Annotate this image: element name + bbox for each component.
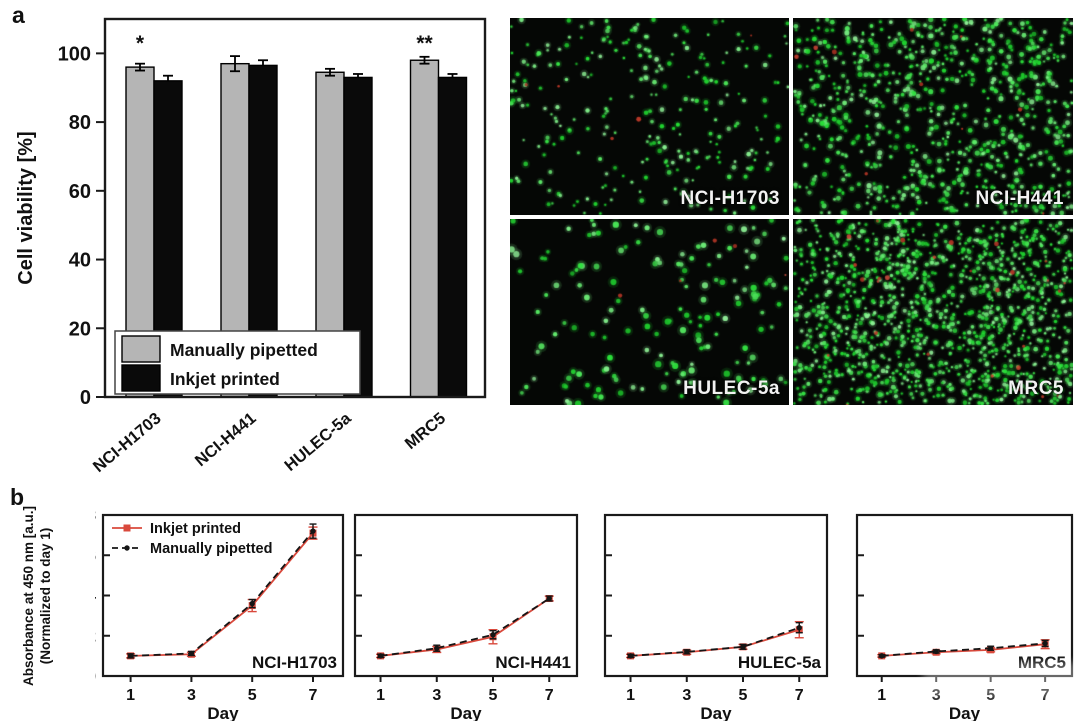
- svg-text:Day: Day: [450, 704, 482, 721]
- micrograph-label: HULEC-5a: [683, 378, 780, 399]
- svg-text:4: 4: [95, 588, 96, 605]
- micrograph-mrc5-image: [793, 219, 1073, 405]
- svg-text:0: 0: [95, 669, 96, 686]
- svg-text:6: 6: [95, 548, 96, 565]
- svg-text:7: 7: [1041, 687, 1050, 704]
- svg-text:7: 7: [545, 687, 554, 704]
- svg-text:5: 5: [248, 687, 257, 704]
- micrograph-nci-h441: NCI-H441: [793, 18, 1073, 215]
- svg-text:Day: Day: [700, 704, 732, 721]
- svg-text:8: 8: [95, 508, 96, 525]
- svg-text:Cell viability [%]: Cell viability [%]: [15, 131, 37, 284]
- micrograph-label: NCI-H441: [975, 188, 1064, 209]
- svg-text:Day: Day: [207, 704, 239, 721]
- svg-text:Manually pipetted: Manually pipetted: [170, 340, 318, 360]
- svg-text:1: 1: [126, 687, 135, 704]
- micrograph-label: NCI-H1703: [680, 188, 780, 209]
- svg-text:NCI-H441: NCI-H441: [495, 653, 571, 672]
- absorbance-axis-label: Absorbance at 450 nm [a.u.] (Normalized …: [20, 486, 56, 706]
- svg-text:5: 5: [489, 687, 498, 704]
- panel-b-label: b: [10, 484, 25, 510]
- svg-text:3: 3: [187, 687, 196, 704]
- svg-text:NCI-H1703: NCI-H1703: [90, 409, 165, 476]
- micrograph-hulec-5a: HULEC-5a: [510, 219, 789, 405]
- micrograph-grid: NCI-H1703 NCI-H441 HULEC-5a MRC5: [510, 18, 1073, 405]
- micrograph-mrc5: MRC5: [793, 219, 1073, 405]
- svg-text:HULEC-5a: HULEC-5a: [738, 653, 822, 672]
- svg-text:20: 20: [69, 318, 91, 340]
- svg-text:100: 100: [58, 43, 91, 65]
- svg-text:3: 3: [682, 687, 691, 704]
- absorbance-axis-label-line2: (Normalized to day 1): [38, 527, 53, 665]
- svg-text:5: 5: [986, 687, 995, 704]
- svg-text:60: 60: [69, 181, 91, 203]
- growth-chart-nci-h441: 1 3 5 7 Day NCI-H441: [353, 513, 579, 721]
- svg-text:Inkjet printed: Inkjet printed: [150, 521, 241, 537]
- micrograph-nci-h441-image: [793, 18, 1073, 215]
- svg-text:1: 1: [877, 687, 886, 704]
- panel-a-label: a: [12, 2, 25, 28]
- micrograph-label: MRC5: [1008, 378, 1064, 399]
- svg-text:7: 7: [795, 687, 804, 704]
- growth-chart-hulec-5a: 1 3 5 7 Day HULEC-5a: [603, 513, 829, 721]
- svg-text:MRC5: MRC5: [1018, 653, 1066, 672]
- svg-text:Inkjet printed: Inkjet printed: [170, 369, 280, 389]
- svg-text:NCI-H441: NCI-H441: [192, 409, 260, 470]
- svg-text:NCI-H1703: NCI-H1703: [252, 653, 337, 672]
- svg-text:*: *: [136, 32, 145, 55]
- micrograph-hulec-5a-image: [510, 219, 789, 405]
- svg-text:40: 40: [69, 250, 91, 272]
- svg-text:0: 0: [80, 387, 91, 409]
- svg-text:Day: Day: [949, 704, 981, 721]
- svg-text:MRC5: MRC5: [402, 409, 449, 453]
- svg-text:1: 1: [626, 687, 635, 704]
- svg-text:1: 1: [376, 687, 385, 704]
- absorbance-axis-label-line1: Absorbance at 450 nm [a.u.]: [21, 505, 36, 687]
- svg-text:3: 3: [432, 687, 441, 704]
- svg-text:7: 7: [309, 687, 318, 704]
- growth-chart-nci-h1703: 0 2 4 6 8 1 3 5 7 Day NCI-H1703 Inkjet printed Manua…: [95, 508, 345, 721]
- svg-text:**: **: [416, 32, 433, 55]
- micrograph-nci-h1703-image: [510, 18, 789, 215]
- svg-text:HULEC-5a: HULEC-5a: [281, 409, 355, 475]
- svg-text:80: 80: [69, 112, 91, 134]
- svg-text:Manually pipetted: Manually pipetted: [150, 541, 272, 557]
- svg-text:2: 2: [95, 628, 96, 645]
- growth-chart-mrc5: 1 3 5 7 Day MRC5: [855, 513, 1074, 721]
- micrograph-nci-h1703: NCI-H1703: [510, 18, 789, 215]
- svg-text:3: 3: [932, 687, 941, 704]
- svg-text:5: 5: [739, 687, 748, 704]
